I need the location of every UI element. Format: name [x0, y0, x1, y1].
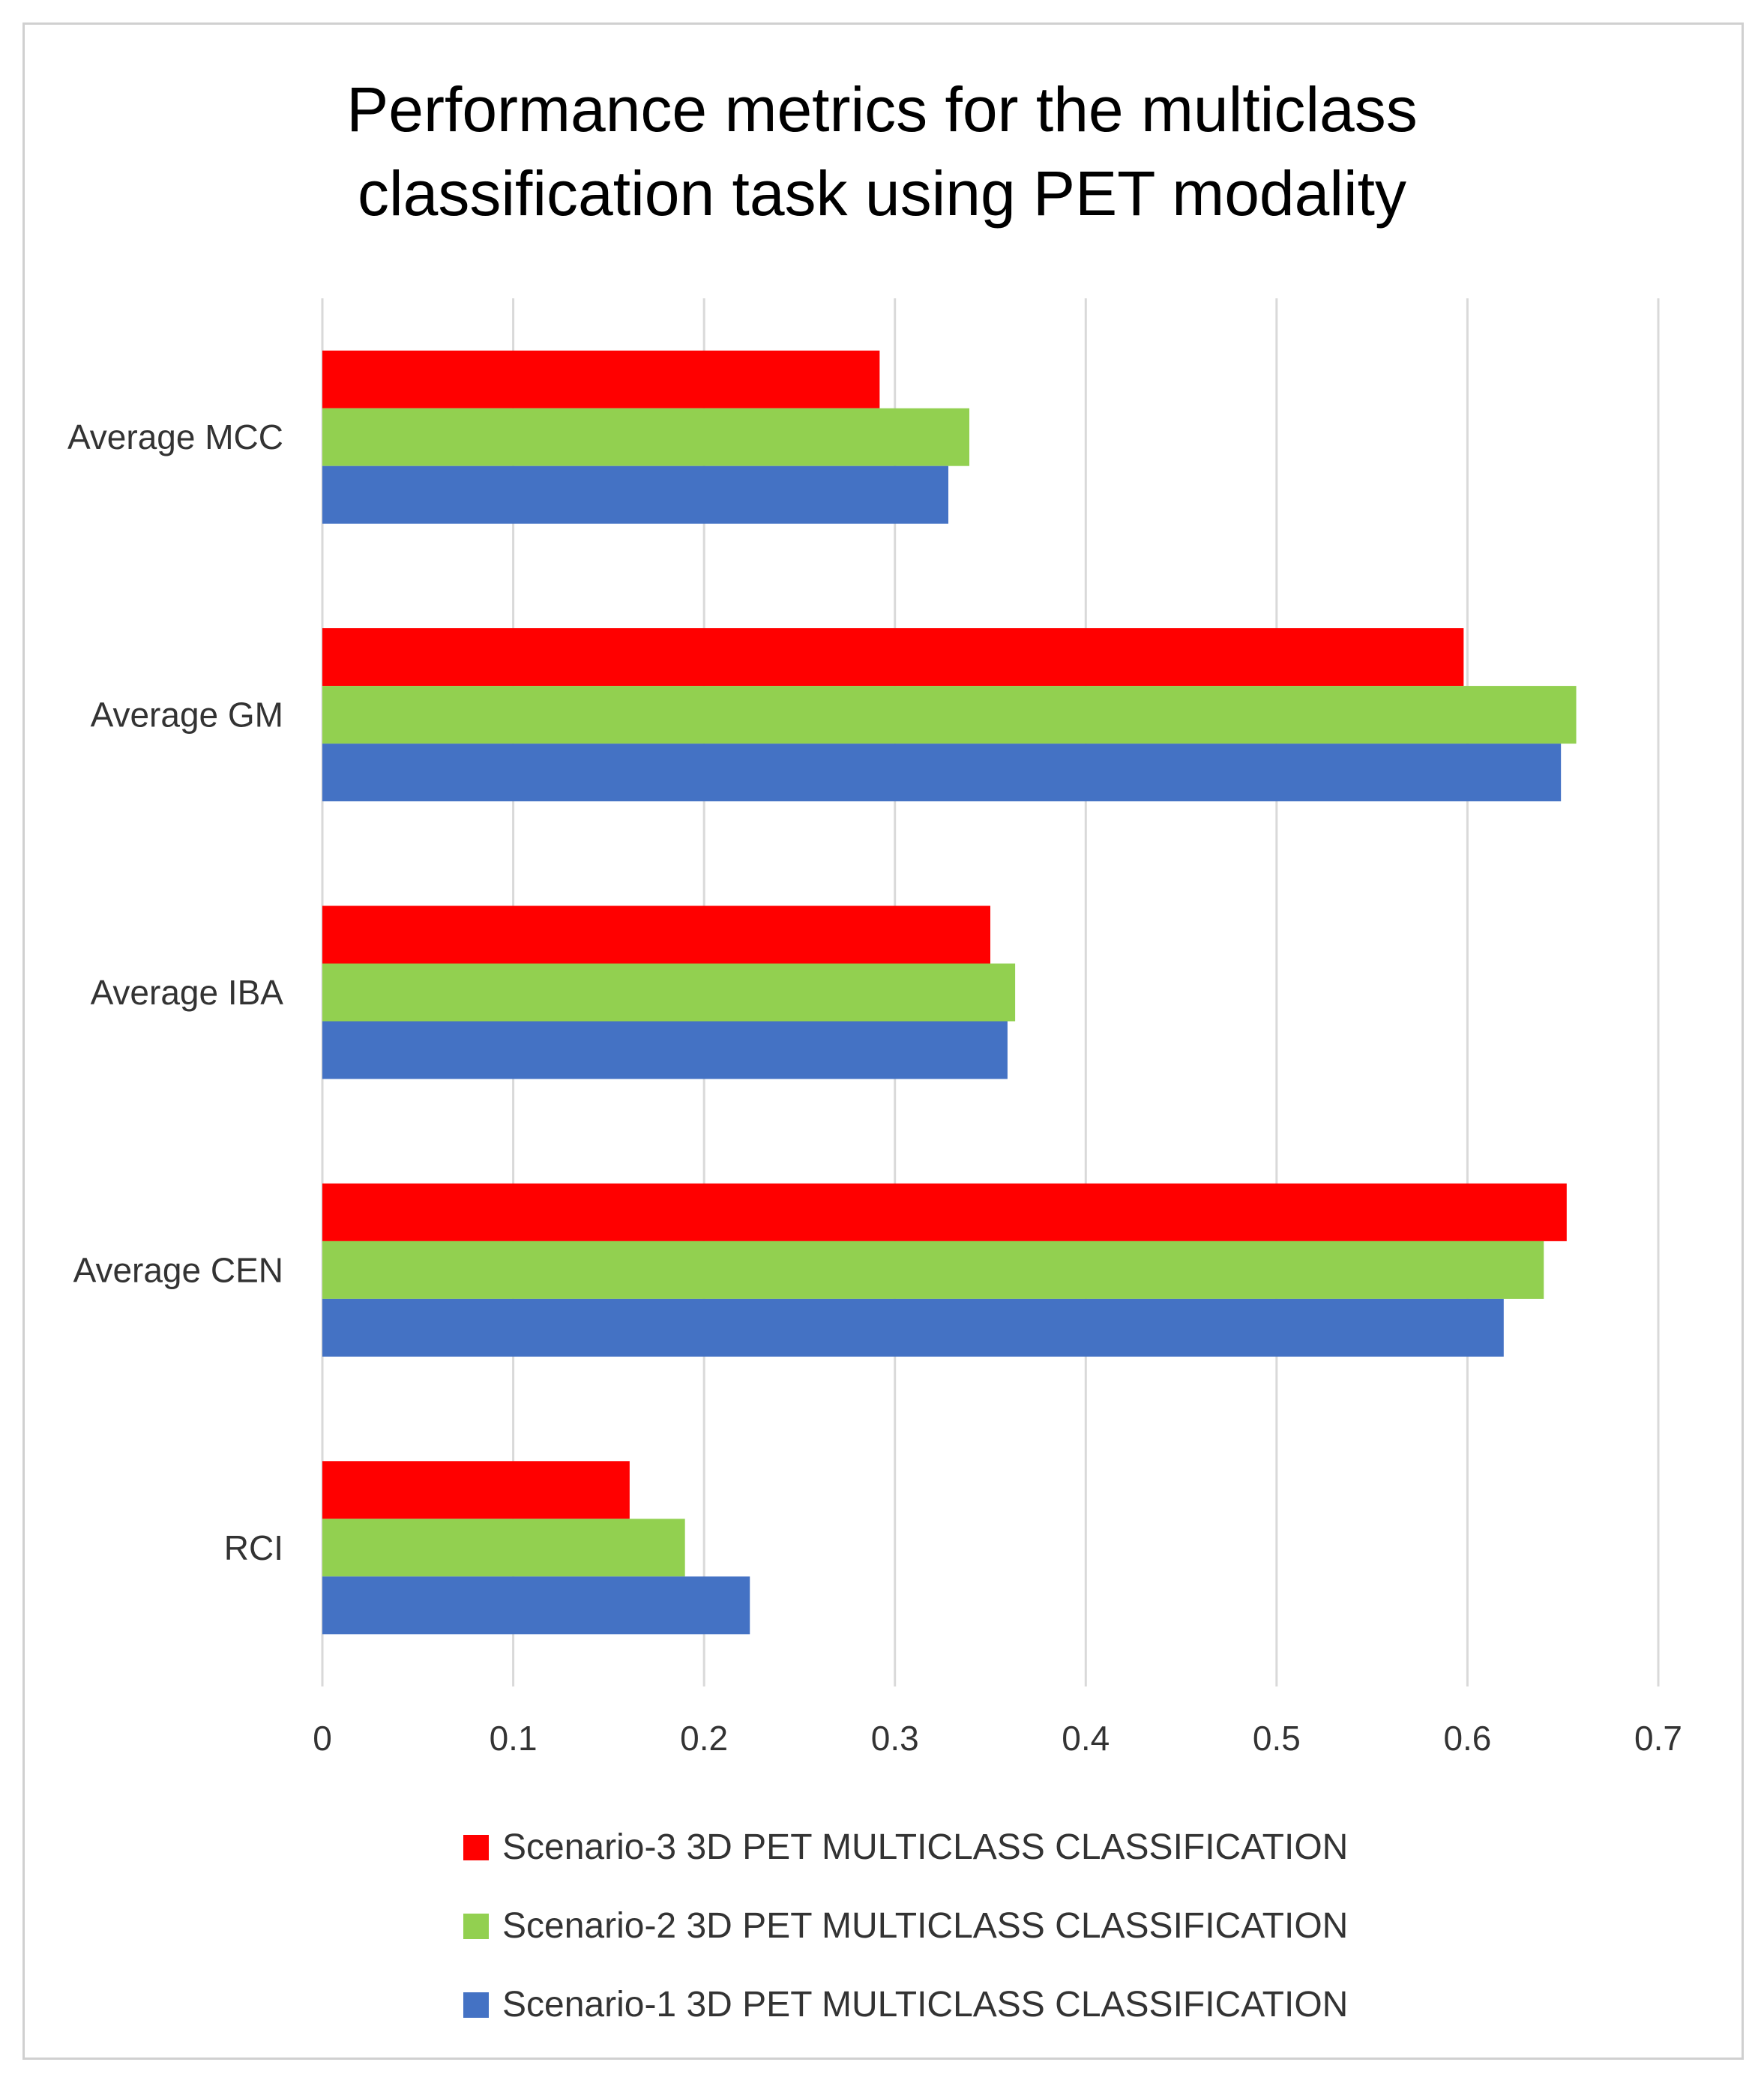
legend: Scenario-3 3D PET MULTICLASS CLASSIFICAT…: [463, 1808, 1348, 2044]
legend-swatch: [463, 1992, 489, 2018]
bar: [322, 963, 1016, 1022]
x-tick-label: 0.3: [871, 1719, 919, 1758]
legend-label: Scenario-1 3D PET MULTICLASS CLASSIFICAT…: [502, 1985, 1349, 2025]
bar: [322, 1241, 1544, 1299]
legend-swatch: [463, 1913, 489, 1939]
legend-item: Scenario-3 3D PET MULTICLASS CLASSIFICAT…: [463, 1808, 1348, 1887]
bar: [322, 1576, 750, 1635]
bar: [322, 1519, 685, 1577]
x-tick-label: 0.2: [680, 1719, 728, 1758]
category-label: Average IBA: [91, 973, 284, 1012]
category-label: RCI: [224, 1528, 283, 1567]
chart-title: Performance metrics for the multiclass c…: [0, 67, 1764, 235]
bars: [322, 350, 1577, 1635]
category-label: Average CEN: [73, 1250, 283, 1289]
x-tick-label: 0.4: [1062, 1719, 1110, 1758]
category-labels: Average MCC Average GM Average IBA Average …: [67, 417, 283, 1567]
bar: [322, 465, 948, 524]
bar: [322, 1461, 630, 1519]
legend-swatch: [463, 1834, 489, 1860]
category-label: Average MCC: [67, 417, 283, 456]
category-label: Average GM: [91, 696, 283, 735]
legend-label: Scenario-3 3D PET MULTICLASS CLASSIFICAT…: [502, 1827, 1349, 1867]
bar: [322, 628, 1464, 687]
bar: [322, 350, 880, 409]
x-tick-label: 0.6: [1443, 1719, 1491, 1758]
chart-title-line-1: Performance metrics for the multiclass: [346, 74, 1418, 145]
legend-item: Scenario-2 3D PET MULTICLASS CLASSIFICAT…: [463, 1887, 1348, 1965]
bar: [322, 408, 969, 466]
chart-title-line-2: classification task using PET modality: [357, 158, 1407, 229]
bar: [322, 905, 990, 964]
legend-label: Scenario-2 3D PET MULTICLASS CLASSIFICAT…: [502, 1906, 1349, 1946]
x-tick-label: 0: [313, 1719, 332, 1758]
bar: [322, 1298, 1504, 1357]
bar: [322, 1183, 1567, 1241]
bar: [322, 744, 1562, 802]
x-axis-ticks: 0 0.1 0.2 0.3 0.4 0.5 0.6 0.7: [313, 1719, 1682, 1758]
x-tick-label: 0.7: [1634, 1719, 1682, 1758]
bar: [322, 1021, 1008, 1079]
x-tick-label: 0.1: [490, 1719, 538, 1758]
x-tick-label: 0.5: [1253, 1719, 1301, 1758]
bar: [322, 686, 1577, 744]
legend-item: Scenario-1 3D PET MULTICLASS CLASSIFICAT…: [463, 1965, 1348, 2044]
